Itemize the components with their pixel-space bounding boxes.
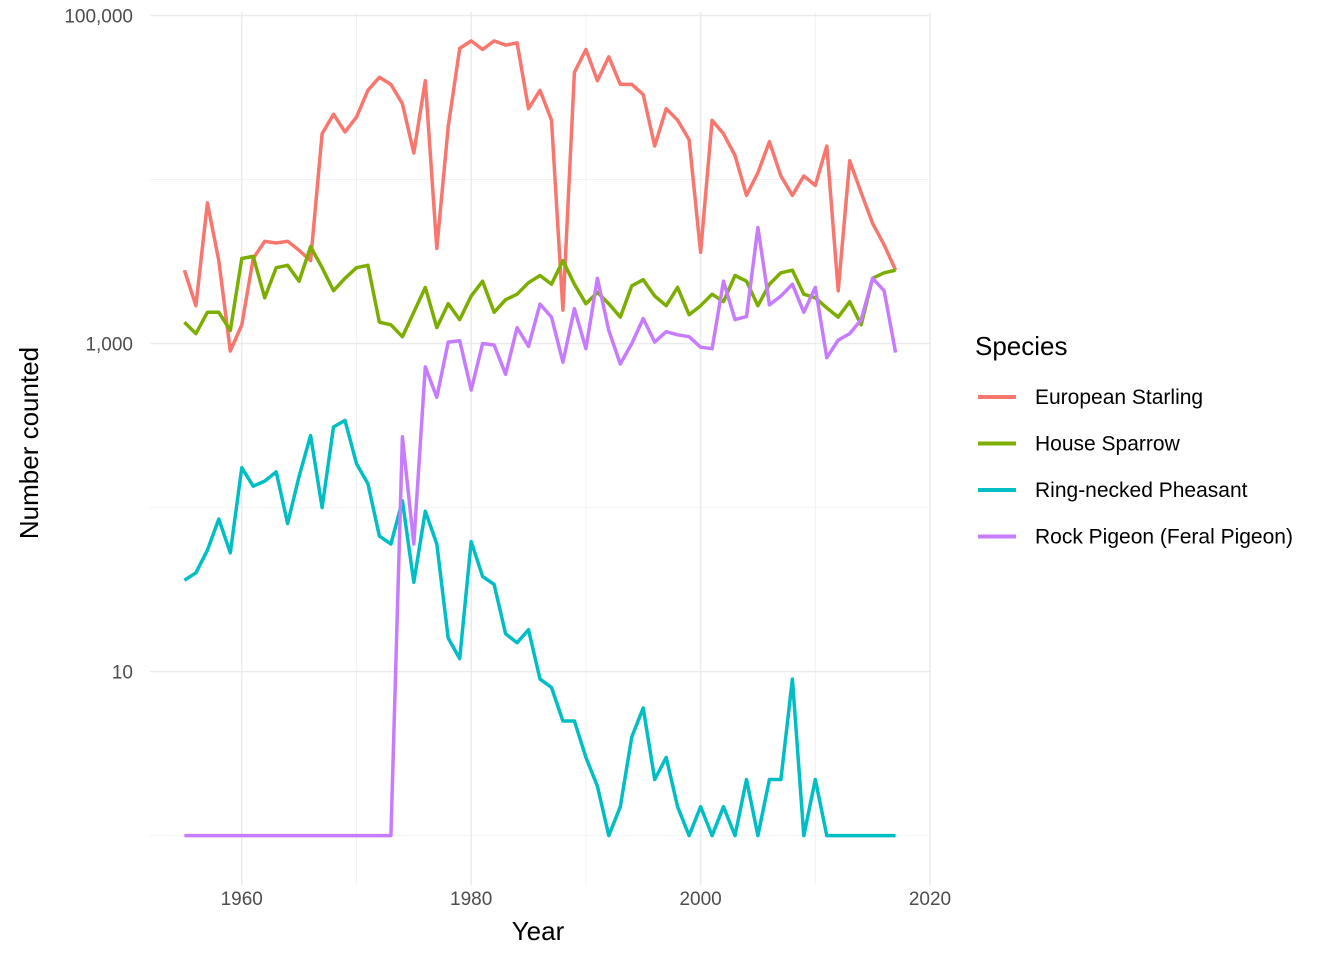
series-line-ring-necked-pheasant (183, 418, 896, 838)
x-tick-label: 1960 (221, 889, 263, 910)
x-axis-title: Year (512, 916, 565, 946)
y-axis-tick-labels: 10 1,000 100,000 (64, 6, 133, 683)
major-gridlines (150, 12, 931, 885)
y-axis-title: Number counted (14, 347, 44, 539)
legend: Species European Starling House Sparrow Ri… (975, 331, 1293, 549)
y-tick-label: 100,000 (64, 6, 133, 27)
x-tick-label: 2020 (909, 889, 951, 910)
x-tick-label: 2000 (679, 889, 721, 910)
y-tick-label: 1,000 (85, 335, 133, 356)
legend-label: Ring-necked Pheasant (1035, 479, 1248, 502)
minor-gridlines (150, 12, 930, 885)
series-line-house-sparrow (183, 244, 896, 339)
legend-title: Species (975, 331, 1068, 361)
y-tick-label: 10 (112, 663, 133, 684)
series-line-european-starling (182, 39, 898, 353)
series-line-rock-pigeon-feral-pigeon (184, 225, 898, 838)
legend-label: Rock Pigeon (Feral Pigeon) (1035, 526, 1293, 549)
x-axis-tick-labels: 1960 1980 2000 2020 (221, 889, 952, 910)
series-lines (182, 39, 898, 838)
x-tick-label: 1980 (450, 889, 492, 910)
legend-label: House Sparrow (1035, 433, 1181, 456)
legend-label: European Starling (1035, 386, 1203, 409)
